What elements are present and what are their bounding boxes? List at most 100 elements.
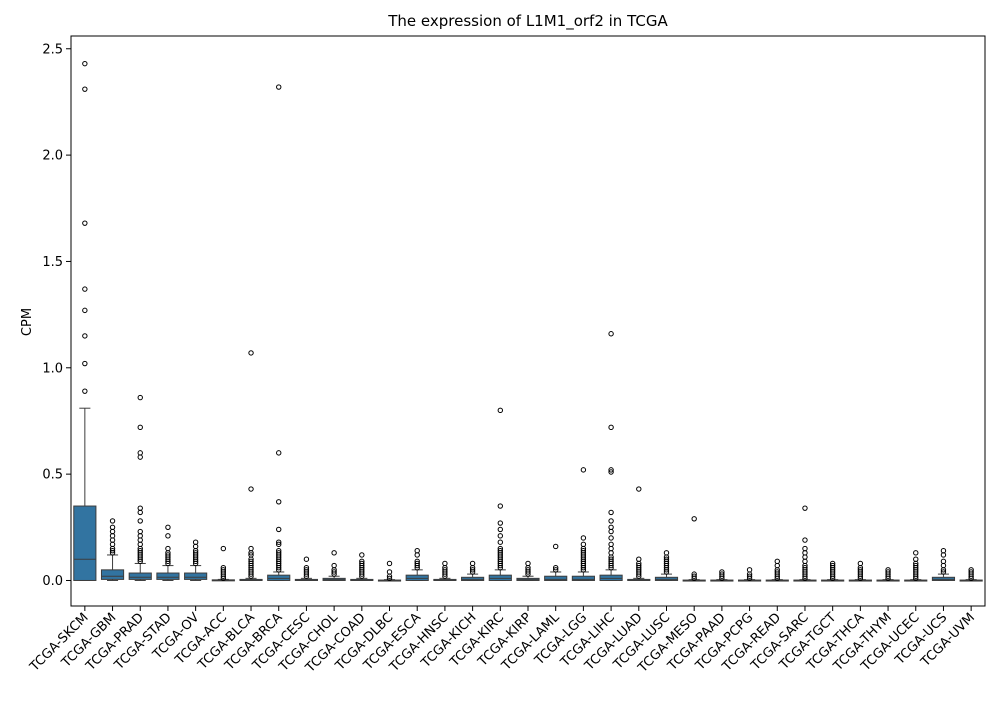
outlier-point [497, 539, 504, 545]
outlier-point [303, 556, 310, 562]
outlier-point [165, 552, 171, 558]
outlier-point [442, 567, 448, 573]
box-iqr [654, 576, 679, 581]
outlier-point [386, 575, 393, 582]
outlier-point [109, 548, 116, 554]
outlier-point [802, 545, 808, 552]
box-group [405, 548, 429, 581]
outlier-point [857, 567, 864, 573]
outlier-point [608, 535, 614, 541]
box-iqr [544, 575, 568, 581]
outlier-point [248, 486, 254, 492]
outlier-point [137, 394, 143, 401]
y-tick-label: 1.0 [42, 361, 63, 376]
outlier-point [691, 516, 697, 522]
outlier-point [303, 567, 310, 573]
outlier-point [913, 562, 919, 569]
outlier-point [220, 565, 227, 571]
box-iqr [100, 569, 125, 580]
box-group [682, 516, 706, 582]
outlier-point [248, 558, 254, 565]
outlier-point [192, 539, 199, 545]
box-iqr [571, 575, 595, 581]
box-group [516, 560, 540, 581]
outlier-point [248, 545, 254, 552]
outlier-point [608, 524, 614, 531]
box-group [239, 350, 263, 581]
box-iqr [156, 572, 180, 580]
outlier-point [636, 562, 642, 569]
outlier-point [248, 350, 254, 356]
box-iqr [128, 572, 152, 580]
outlier-point [276, 548, 282, 554]
box-group [128, 394, 152, 581]
y-tick-label: 2.5 [42, 42, 63, 57]
box-group [100, 518, 125, 581]
outlier-point [359, 560, 365, 567]
outlier-point [885, 569, 891, 575]
outlier-point [802, 565, 808, 571]
outlier-point [276, 541, 282, 548]
outlier-point [746, 567, 753, 573]
outlier-point [746, 573, 753, 579]
outlier-point [220, 567, 227, 573]
box-group [599, 331, 623, 581]
box-group [931, 548, 956, 581]
outlier-point [913, 556, 919, 562]
outlier-point [608, 541, 614, 548]
outlier-point [608, 467, 614, 473]
outlier-point [165, 545, 171, 552]
box-group [544, 543, 568, 581]
outlier-point [82, 220, 88, 226]
box-group [821, 560, 845, 582]
outlier-point [497, 548, 504, 554]
outlier-point [552, 567, 559, 573]
outlier-point [386, 560, 393, 567]
outlier-point [774, 558, 780, 565]
outlier-point [137, 450, 143, 456]
box-iqr [267, 574, 291, 581]
outlier-point [331, 569, 337, 575]
box-group [211, 545, 235, 582]
outlier-point [497, 520, 504, 526]
outlier-point [525, 560, 531, 567]
outlier-point [276, 550, 282, 556]
outlier-point [82, 360, 88, 367]
outlier-point [552, 565, 559, 571]
outlier-point [276, 450, 282, 456]
box-group [737, 567, 762, 582]
outlier-point [663, 550, 670, 556]
box-iqr [184, 572, 208, 580]
outlier-point [442, 560, 448, 567]
outlier-point [303, 565, 310, 571]
outlier-point [608, 518, 614, 524]
outlier-point [497, 545, 504, 552]
y-tick-label: 0.5 [42, 468, 63, 483]
outlier-point [636, 556, 642, 562]
outlier-point [885, 567, 891, 573]
outlier-point [109, 518, 116, 524]
outlier-point [414, 548, 420, 554]
outlier-point [331, 562, 337, 569]
outlier-point [857, 560, 864, 567]
box-iqr [488, 574, 512, 581]
box-group [627, 486, 651, 581]
box-group [710, 569, 734, 582]
y-tick-label: 0.0 [42, 574, 63, 589]
box-group [848, 560, 872, 582]
outlier-point [691, 571, 697, 577]
outlier-point [663, 556, 670, 562]
outlier-point [940, 558, 947, 565]
outlier-point [82, 286, 88, 292]
box-group [322, 550, 346, 581]
outlier-point [774, 569, 780, 575]
plot-frame [70, 35, 986, 607]
box-iqr [405, 574, 429, 581]
box-group [904, 550, 928, 582]
outlier-point [414, 560, 420, 567]
outlier-point [719, 569, 725, 575]
outlier-point [192, 550, 199, 556]
box-group [571, 467, 595, 581]
